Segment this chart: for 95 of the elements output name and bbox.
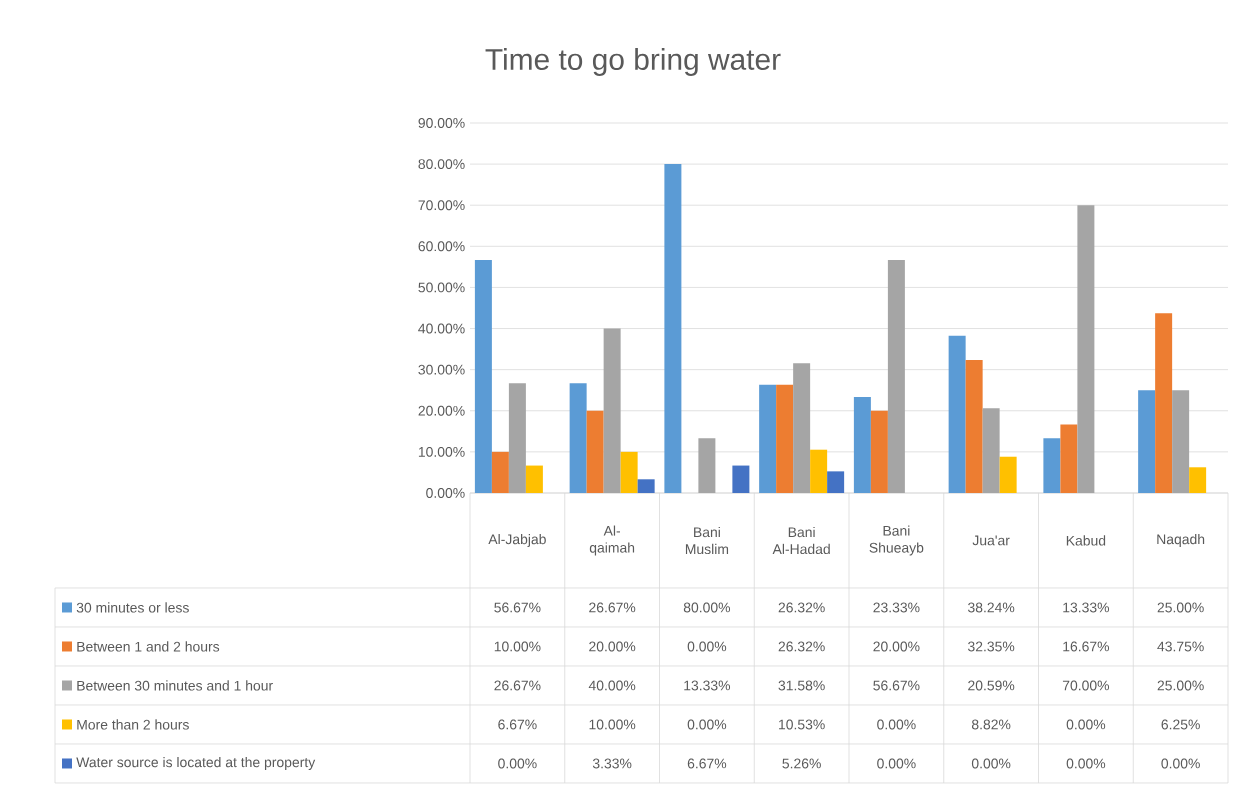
bar [569,383,587,493]
data-label: 23.33% [873,602,920,613]
data-label: 6.67% [498,719,537,730]
y-tick-label: 20.00% [418,405,465,416]
bar [853,397,871,493]
data-label: 20.59% [968,680,1015,691]
data-label: 0.00% [498,758,537,769]
x-tick-label: Kabud [1066,535,1106,546]
x-tick-label: Bani Muslim [685,526,729,555]
data-label: 6.67% [687,758,727,769]
y-tick-label: 60.00% [418,241,465,252]
data-label: 56.67% [873,680,920,691]
data-label: 10.53% [779,719,825,730]
bar [999,456,1017,493]
chart-title: Time to go bring water [485,48,781,76]
y-tick-label: 40.00% [418,323,465,334]
y-tick-label: 30.00% [418,364,465,375]
data-label: 43.75% [1157,641,1204,652]
bar [982,408,1000,493]
bar [698,438,716,493]
data-label: 0.00% [687,719,727,730]
legend-label: Between 1 and 2 hours [77,641,220,652]
data-label: 3.33% [592,758,632,769]
bar [1138,390,1156,493]
data-label: 26.32% [778,602,825,613]
bar [732,465,750,493]
data-label: 20.00% [589,641,636,652]
data-label: 13.33% [684,680,731,691]
x-tick-label: Bani Shueayb [869,525,924,556]
data-label: 40.00% [588,680,636,691]
bar [603,328,621,493]
data-label: 0.00% [687,641,727,652]
bar [793,363,811,493]
data-label: 32.35% [968,641,1015,652]
bar [965,359,983,493]
data-label: 20.00% [873,641,920,652]
data-label: 0.00% [1066,758,1106,769]
bar [1077,205,1095,493]
bar [887,260,905,493]
bar [620,451,638,493]
data-label: 0.00% [1066,719,1106,730]
bar [1060,424,1078,493]
y-tick-label: 50.00% [418,282,465,293]
data-label: 16.67% [1063,641,1110,652]
x-tick-label: Bani Al-Hadad [772,526,830,555]
data-label: 6.25% [1161,719,1200,730]
bar [810,449,828,493]
bar [948,335,966,493]
x-tick-label: Al-qaimah [589,525,635,556]
data-label: 10.00% [589,719,636,730]
data-label: 0.00% [877,719,916,730]
data-label: 0.00% [971,758,1011,769]
bar [870,410,888,493]
legend-label: 30 minutes or less [76,602,189,613]
bar [759,384,777,493]
x-tick-label: Al-Jabjab [488,533,546,547]
bar [637,479,655,493]
bar [474,260,492,493]
data-label: 26.67% [494,680,541,691]
y-tick-label: 90.00% [418,118,465,128]
data-label: 70.00% [1062,680,1110,691]
bar [1172,390,1190,493]
bar [1043,438,1061,493]
y-tick-label: 70.00% [418,200,465,211]
y-tick-label: 10.00% [418,446,465,457]
bar [664,164,682,493]
data-label: 10.00% [494,641,541,652]
data-label: 0.00% [1161,758,1200,769]
bar [586,410,604,493]
data-label: 31.58% [778,680,825,691]
legend-label: Water source is located at the property [76,756,316,770]
legend-label: Between 30 minutes and 1 hour [77,680,273,691]
data-label: 25.00% [1157,602,1204,613]
data-label: 26.67% [589,602,636,613]
bar [491,451,509,493]
bar [1155,313,1173,493]
bar [776,384,794,493]
data-label: 5.26% [782,758,821,769]
data-label: 38.24% [968,602,1015,613]
bar [1189,467,1207,493]
data-label: 0.00% [877,758,916,769]
data-label: 25.00% [1157,680,1204,691]
legend-label: More than 2 hours [77,719,189,730]
data-label: 26.32% [778,641,825,652]
data-label: 80.00% [683,602,731,613]
bar [525,465,543,493]
bar [508,383,526,493]
y-tick-label: 80.00% [418,159,465,170]
x-tick-label: Jua'ar [972,535,1010,546]
data-label: 8.82% [971,719,1011,730]
data-label: 13.33% [1063,602,1110,613]
x-tick-label: Naqadh [1157,533,1205,547]
data-label: 56.67% [494,602,541,613]
y-tick-label: 0.00% [426,488,465,498]
bar [827,471,845,493]
